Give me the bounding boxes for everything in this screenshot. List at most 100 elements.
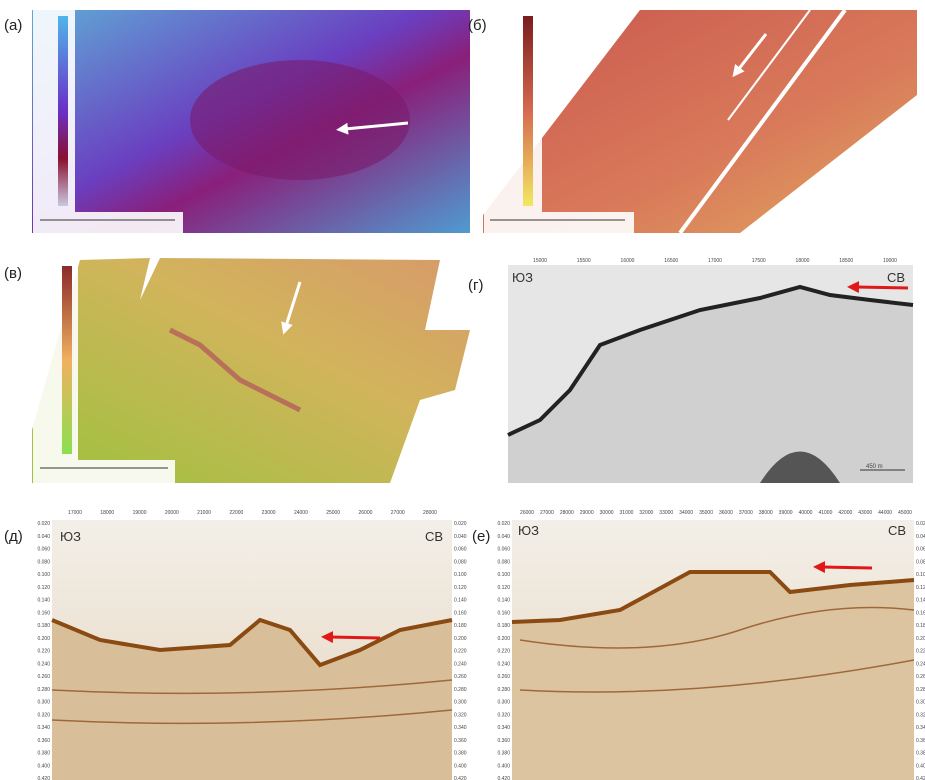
depth-tick-label: 0.340 [916,725,925,731]
depth-tick-label: 0.300 [916,700,925,706]
depth-tick-label: 0.400 [454,763,467,769]
depth-tick-label: 0.280 [916,687,925,693]
x-tick-label: 19000 [883,258,897,264]
x-tick-label: 18500 [839,258,853,264]
direction-label: СВ [887,270,905,285]
depth-tick-label: 0.240 [497,661,510,667]
x-tick-label: 17000 [68,510,82,516]
depth-tick-label: 0.280 [497,687,510,693]
x-tick-label: 40000 [799,510,813,516]
x-tick-label: 16500 [664,258,678,264]
depth-tick-label: 0.140 [37,598,50,604]
panel-label: (а) [4,17,22,34]
depth-tick-label: 0.060 [37,547,50,553]
bathymetry-v [32,258,470,483]
depth-tick-label: 0.320 [916,712,925,718]
x-tick-label: 41000 [818,510,832,516]
x-tick-label: 17500 [752,258,766,264]
x-tick-label: 33000 [659,510,673,516]
arrow [856,287,908,288]
x-tick-label: 30000 [600,510,614,516]
x-tick-label: 25000 [326,510,340,516]
scale-label: 450 m [866,464,883,470]
depth-tick-label: 0.020 [497,521,510,527]
depth-tick-label: 0.140 [454,598,467,604]
depth-tick-label: 0.420 [37,776,50,780]
depth-tick-label: 0.220 [497,649,510,655]
depth-tick-label: 0.120 [916,585,925,591]
direction-label: СВ [888,523,906,538]
depth-tick-label: 0.280 [37,687,50,693]
depth-tick-label: 0.260 [37,674,50,680]
x-tick-label: 44000 [878,510,892,516]
depth-tick-label: 0.080 [37,559,50,565]
depth-tick-label: 0.160 [454,610,467,616]
figure: (а) (б) (в) 450 m ЮЗ СВ (г) ЮЗ СВ (д) ЮЗ… [0,0,925,780]
x-tick-label: 28000 [423,510,437,516]
scale-bar [33,212,183,233]
x-tick-label: 42000 [838,510,852,516]
depth-tick-label: 0.340 [454,725,467,731]
depth-tick-label: 0.200 [497,636,510,642]
depth-tick-label: 0.220 [916,649,925,655]
depth-tick-label: 0.200 [454,636,467,642]
depth-tick-label: 0.240 [37,661,50,667]
depth-tick-label: 0.220 [454,649,467,655]
x-tick-label: 20000 [165,510,179,516]
depth-tick-label: 0.380 [916,751,925,757]
depth-tick-label: 0.040 [497,534,510,540]
x-tick-label: 16000 [621,258,635,264]
depth-tick-label: 0.180 [916,623,925,629]
depth-tick-label: 0.300 [37,700,50,706]
depth-tick-label: 0.360 [454,738,467,744]
arrow [822,567,872,568]
depth-tick-label: 0.020 [37,521,50,527]
x-tick-label: 15000 [533,258,547,264]
bathymetry-b [483,10,917,233]
x-tick-label: 29000 [580,510,594,516]
x-tick-label: 27000 [540,510,554,516]
depth-tick-label: 0.320 [454,712,467,718]
depth-tick-label: 0.040 [454,534,467,540]
panel-label: (в) [4,265,22,282]
depth-tick-label: 0.080 [497,559,510,565]
depth-tick-label: 0.260 [497,674,510,680]
scale-bar [484,212,634,233]
x-tick-label: 36000 [719,510,733,516]
depth-tick-label: 0.100 [497,572,510,578]
x-tick-label: 26000 [359,510,373,516]
depth-tick-label: 0.420 [497,776,510,780]
depth-tick-label: 0.420 [454,776,467,780]
x-tick-label: 35000 [699,510,713,516]
x-tick-label: 23000 [262,510,276,516]
depth-tick-label: 0.120 [454,585,467,591]
panel-label: (д) [4,528,23,545]
panel-label: (е) [472,528,490,545]
x-tick-label: 34000 [679,510,693,516]
depth-tick-label: 0.420 [916,776,925,780]
depth-tick-label: 0.080 [916,559,925,565]
x-tick-label: 17000 [708,258,722,264]
x-tick-label: 24000 [294,510,308,516]
depth-tick-label: 0.320 [37,712,50,718]
scale-bar [33,460,175,483]
x-tick-label: 37000 [739,510,753,516]
depth-tick-label: 0.180 [497,623,510,629]
depth-tick-label: 0.280 [454,687,467,693]
depth-tick-label: 0.360 [916,738,925,744]
x-tick-label: 32000 [639,510,653,516]
depth-tick-label: 0.060 [454,547,467,553]
colorbar [523,16,533,206]
direction-label: ЮЗ [60,529,81,544]
depth-tick-label: 0.380 [497,751,510,757]
arrow [330,637,380,638]
x-tick-label: 18000 [100,510,114,516]
depth-tick-label: 0.100 [916,572,925,578]
depth-tick-label: 0.320 [497,712,510,718]
depth-tick-label: 0.060 [916,547,925,553]
depth-tick-label: 0.020 [916,521,925,527]
depth-tick-label: 0.160 [37,610,50,616]
direction-label: СВ [425,529,443,544]
direction-label: ЮЗ [512,270,533,285]
depth-tick-label: 0.380 [454,751,467,757]
